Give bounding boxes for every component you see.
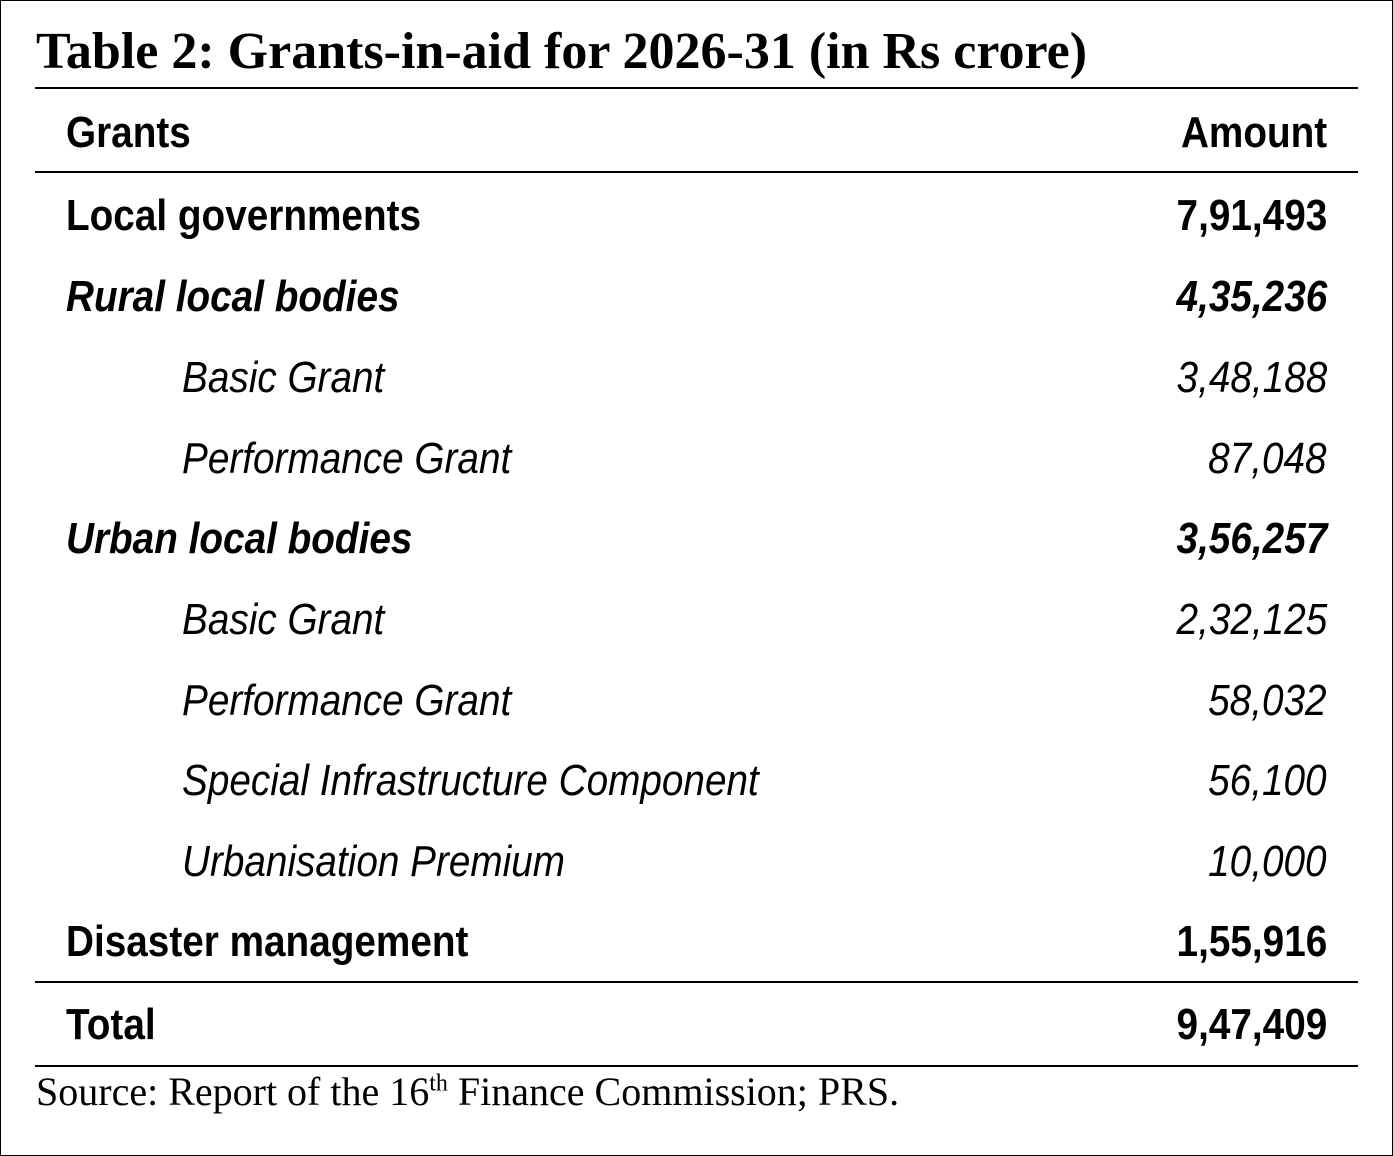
total-amount: 9,47,409 [1176,999,1327,1049]
header-row: Grants Amount [35,92,1358,173]
table-title: Table 2: Grants-in-aid for 2026-31 (in R… [36,23,1088,80]
table-row: Basic Grant 3,48,188 [35,337,1358,418]
row-label: Performance Grant [182,433,512,483]
table-row: Local governments 7,91,493 [35,175,1358,256]
total-rule [35,981,1358,983]
row-label: Basic Grant [182,352,385,402]
row-amount: 87,048 [1208,433,1327,483]
row-label: Urbanisation Premium [182,836,566,886]
table-row: Special Infrastructure Component 56,100 [35,740,1358,821]
row-amount: 2,32,125 [1176,594,1327,644]
total-label: Total [66,999,156,1049]
table-row: Urban local bodies 3,56,257 [35,498,1358,579]
source-note: Source: Report of the 16th Finance Commi… [36,1069,900,1114]
row-amount: 3,56,257 [1176,513,1327,563]
total-row: Total 9,47,409 [35,984,1358,1065]
header-amount: Amount [1180,107,1327,157]
row-label: Local governments [66,190,422,240]
row-amount: 58,032 [1208,675,1327,725]
table-row: Disaster management 1,55,916 [35,901,1358,982]
table-row: Rural local bodies 4,35,236 [35,256,1358,337]
row-label: Rural local bodies [66,271,400,321]
table-row: Basic Grant 2,32,125 [35,579,1358,660]
table-row: Performance Grant 87,048 [35,418,1358,499]
header-grants: Grants [66,107,191,157]
table-row: Urbanisation Premium 10,000 [35,821,1358,902]
row-amount: 56,100 [1208,755,1327,805]
row-label: Basic Grant [182,594,385,644]
row-label: Performance Grant [182,675,512,725]
bottom-rule [35,1065,1358,1067]
row-amount: 7,91,493 [1176,190,1327,240]
header-rule [35,171,1358,173]
row-label: Urban local bodies [66,513,413,563]
row-label: Disaster management [66,916,469,966]
row-amount: 10,000 [1208,836,1327,886]
row-amount: 3,48,188 [1176,352,1327,402]
table-row: Performance Grant 58,032 [35,660,1358,741]
row-amount: 1,55,916 [1176,916,1327,966]
row-label: Special Infrastructure Component [182,755,759,805]
top-rule [35,87,1358,89]
row-amount: 4,35,236 [1176,271,1327,321]
